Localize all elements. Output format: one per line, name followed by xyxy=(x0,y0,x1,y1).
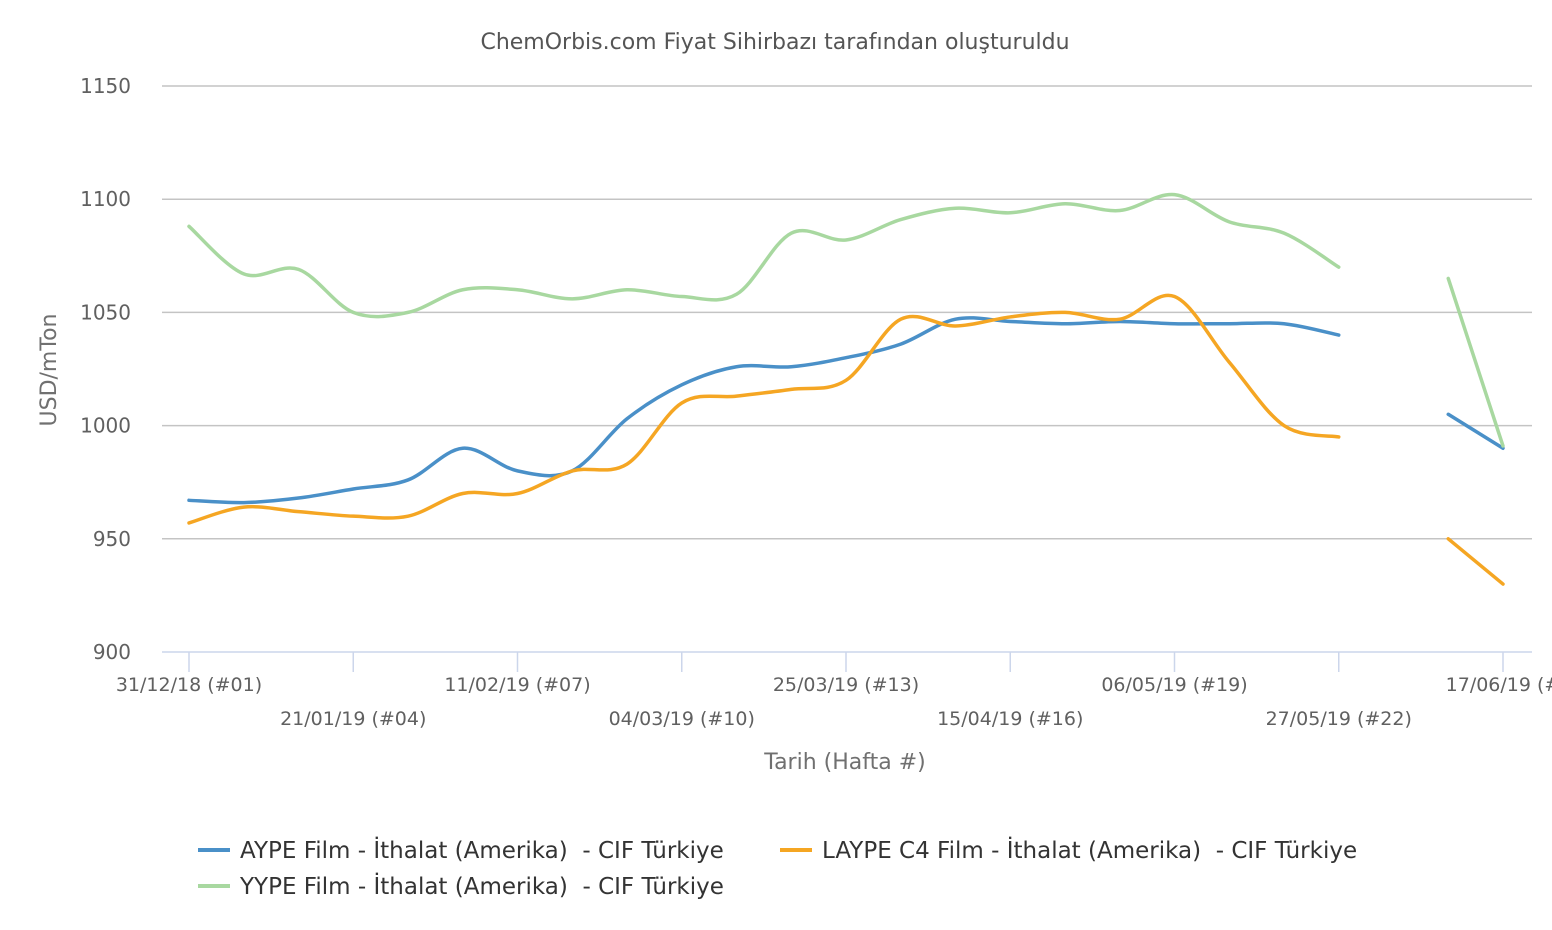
series-line-yype xyxy=(1446,276,1505,448)
x-tick-label: 31/12/18 (#01) xyxy=(116,674,262,696)
x-tick-label: 11/02/19 (#07) xyxy=(444,674,590,696)
legend-label: YYPE Film - İthalat (Amerika) - CIF Türk… xyxy=(239,872,724,900)
legend-item-aype[interactable]: AYPE Film - İthalat (Amerika) - CIF Türk… xyxy=(198,836,724,864)
legend-label: AYPE Film - İthalat (Amerika) - CIF Türk… xyxy=(240,836,724,864)
series-line-aype xyxy=(1446,412,1505,450)
series-lines xyxy=(187,192,1505,586)
x-tick-label: 17/06/19 (# xyxy=(1446,674,1552,696)
legend: AYPE Film - İthalat (Amerika) - CIF Türk… xyxy=(198,836,1357,900)
series-line-yype xyxy=(187,192,1341,319)
legend-item-yype[interactable]: YYPE Film - İthalat (Amerika) - CIF Türk… xyxy=(198,872,724,900)
y-tick-label: 950 xyxy=(93,527,131,551)
y-tick-label: 1150 xyxy=(80,74,131,98)
series-line-aype xyxy=(187,316,1341,505)
series-line-laype-c4 xyxy=(187,293,1341,525)
x-tick-label: 15/04/19 (#16) xyxy=(937,708,1083,730)
x-tick-label: 25/03/19 (#13) xyxy=(773,674,919,696)
y-axis-title: USD/mTon xyxy=(37,314,62,427)
chart-subtitle: ChemOrbis.com Fiyat Sihirbazı tarafından… xyxy=(480,30,1069,55)
y-axis-ticks: 900 950 1000 1050 1100 1150 xyxy=(80,74,131,664)
x-tick-label: 04/03/19 (#10) xyxy=(609,708,755,730)
y-tick-label: 1000 xyxy=(80,414,131,438)
legend-label: LAYPE C4 Film - İthalat (Amerika) - CIF … xyxy=(822,836,1357,864)
x-tick-label: 27/05/19 (#22) xyxy=(1266,708,1412,730)
x-tick-label: 06/05/19 (#19) xyxy=(1101,674,1247,696)
y-tick-label: 1100 xyxy=(80,187,131,211)
series-line-laype-c4 xyxy=(1446,537,1505,586)
x-axis-title: Tarih (Hafta #) xyxy=(763,750,925,775)
legend-item-laype-c4[interactable]: LAYPE C4 Film - İthalat (Amerika) - CIF … xyxy=(780,836,1357,864)
y-tick-label: 900 xyxy=(93,640,131,664)
y-tick-label: 1050 xyxy=(80,300,131,324)
x-tick-label: 21/01/19 (#04) xyxy=(280,708,426,730)
x-axis: 31/12/18 (#01) 21/01/19 (#04) 11/02/19 (#0… xyxy=(116,651,1552,730)
gridlines xyxy=(162,85,1532,540)
